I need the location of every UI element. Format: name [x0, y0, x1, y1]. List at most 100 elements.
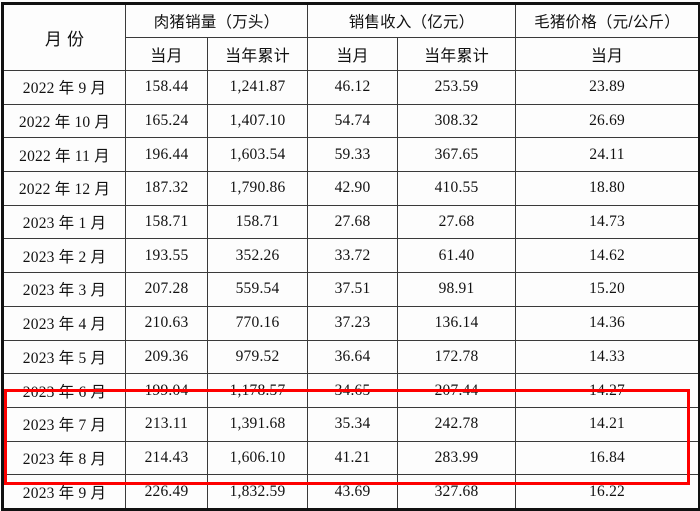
- cell-month: 2023 年 3 月: [2, 272, 126, 307]
- cell-volume-cumulative: 1,606.10: [206, 440, 309, 476]
- table-row: 2023 年 2 月 193.55 352.26 33.72 61.40 14.62: [2, 238, 700, 274]
- cell-revenue-cumulative: 61.40: [397, 238, 517, 274]
- cell-month: 2023 年 8 月: [2, 440, 126, 476]
- cell-price-month: 16.84: [515, 440, 700, 476]
- cell-volume-month: 213.11: [125, 406, 208, 442]
- cell-volume-cumulative: 1,832.59: [206, 474, 309, 510]
- cell-price-month: 15.20: [515, 272, 700, 307]
- table-row: 2022 年 9 月 158.44 1,241.87 46.12 253.59 23.89: [2, 70, 700, 105]
- cell-month: 2022 年 9 月: [2, 70, 126, 105]
- header-month: 月 份: [2, 3, 126, 71]
- cell-month: 2023 年 2 月: [2, 238, 126, 274]
- cell-revenue-cumulative: 283.99: [397, 440, 517, 476]
- table-header: 月 份 肉猪销量（万头） 销售收入（亿元） 毛猪价格（元/公斤） 当月 当年累计…: [2, 3, 700, 71]
- header-sub-revenue-month: 当月: [307, 37, 399, 71]
- cell-price-month: 14.33: [515, 339, 700, 375]
- cell-volume-month: 193.55: [125, 238, 208, 274]
- cell-revenue-cumulative: 242.78: [397, 406, 517, 442]
- cell-price-month: 14.36: [515, 305, 700, 341]
- cell-revenue-cumulative: 27.68: [397, 204, 517, 240]
- cell-revenue-month: 37.23: [307, 305, 399, 341]
- cell-revenue-month: 54.74: [307, 103, 399, 139]
- cell-month: 2023 年 5 月: [2, 339, 126, 375]
- cell-volume-month: 158.71: [125, 204, 208, 240]
- table-row: 2022 年 11 月 196.44 1,603.54 59.33 367.65 24.1…: [2, 137, 700, 173]
- table-row: 2023 年 6 月 199.04 1,178.57 34.65 207.44 14.27: [2, 373, 700, 408]
- cell-volume-cumulative: 559.54: [206, 272, 309, 307]
- cell-price-month: 14.27: [515, 373, 700, 408]
- header-sub-revenue-cumulative: 当年累计: [397, 37, 517, 71]
- cell-volume-month: 210.63: [125, 305, 208, 341]
- cell-price-month: 26.69: [515, 103, 700, 139]
- table-row: 2022 年 10 月 165.24 1,407.10 54.74 308.32 26.6…: [2, 103, 700, 139]
- header-group-hog-price-label: 毛猪价格（元/公斤）: [534, 14, 680, 31]
- cell-volume-cumulative: 1,241.87: [206, 70, 309, 105]
- cell-revenue-month: 46.12: [307, 70, 399, 105]
- cell-revenue-cumulative: 410.55: [397, 171, 517, 206]
- cell-revenue-cumulative: 136.14: [397, 305, 517, 341]
- cell-volume-cumulative: 1,603.54: [206, 137, 309, 173]
- cell-revenue-month: 36.64: [307, 339, 399, 375]
- cell-revenue-cumulative: 207.44: [397, 373, 517, 408]
- cell-revenue-month: 59.33: [307, 137, 399, 173]
- header-sub-volume-cumulative: 当年累计: [206, 37, 309, 71]
- cell-month: 2022 年 11 月: [2, 137, 126, 173]
- cell-volume-cumulative: 1,391.68: [206, 406, 309, 442]
- cell-revenue-month: 37.51: [307, 272, 399, 307]
- cell-volume-month: 209.36: [125, 339, 208, 375]
- cell-volume-cumulative: 352.26: [206, 238, 309, 274]
- cell-volume-cumulative: 979.52: [206, 339, 309, 375]
- header-group-sales-volume: 肉猪销量（万头）: [124, 3, 309, 38]
- header-sub-volume-month: 当月: [125, 37, 208, 71]
- cell-volume-month: 187.32: [125, 171, 208, 206]
- table-row: 2022 年 12 月 187.32 1,790.86 42.90 410.55 18.8…: [2, 171, 700, 206]
- cell-volume-cumulative: 158.71: [206, 204, 309, 240]
- cell-revenue-month: 34.65: [307, 373, 399, 408]
- cell-revenue-month: 43.69: [307, 474, 399, 510]
- cell-revenue-cumulative: 327.68: [397, 474, 517, 510]
- cell-revenue-cumulative: 98.91: [397, 272, 517, 307]
- table-row: 2023 年 1 月 158.71 158.71 27.68 27.68 14.73: [2, 204, 700, 240]
- header-row-groups: 月 份 肉猪销量（万头） 销售收入（亿元） 毛猪价格（元/公斤）: [2, 3, 700, 71]
- table-row: 2023 年 9 月 226.49 1,832.59 43.69 327.68 16.22: [2, 474, 700, 510]
- cell-revenue-cumulative: 253.59: [397, 70, 517, 105]
- cell-price-month: 14.62: [515, 238, 700, 274]
- table-row: 2023 年 8 月 214.43 1,606.10 41.21 283.99 16.84: [2, 440, 700, 476]
- cell-price-month: 24.11: [515, 137, 700, 173]
- cell-revenue-cumulative: 308.32: [397, 103, 517, 139]
- header-group-sales-revenue: 销售收入（亿元）: [307, 3, 517, 38]
- cell-volume-cumulative: 770.16: [206, 305, 309, 341]
- cell-month: 2023 年 1 月: [2, 204, 126, 240]
- cell-volume-month: 199.04: [125, 373, 208, 408]
- table-body: 2022 年 9 月 158.44 1,241.87 46.12 253.59 23.89…: [2, 70, 700, 510]
- table-row: 2023 年 3 月 207.28 559.54 37.51 98.91 15.20: [2, 272, 700, 307]
- cell-price-month: 16.22: [515, 474, 700, 510]
- cell-revenue-month: 35.34: [307, 406, 399, 442]
- cell-volume-month: 226.49: [125, 474, 208, 510]
- cell-price-month: 18.80: [515, 171, 700, 206]
- cell-price-month: 23.89: [515, 70, 700, 105]
- cell-month: 2022 年 10 月: [2, 103, 126, 139]
- cell-month: 2023 年 4 月: [2, 305, 126, 341]
- table-row: 2023 年 4 月 210.63 770.16 37.23 136.14 14.36: [2, 305, 700, 341]
- cell-revenue-cumulative: 172.78: [397, 339, 517, 375]
- header-sub-price-month: 当月: [515, 37, 700, 71]
- cell-revenue-month: 27.68: [307, 204, 399, 240]
- cell-volume-month: 165.24: [125, 103, 208, 139]
- cell-revenue-month: 33.72: [307, 238, 399, 274]
- cell-revenue-cumulative: 367.65: [397, 137, 517, 173]
- table-row: 2023 年 5 月 209.36 979.52 36.64 172.78 14.33: [2, 339, 700, 375]
- cell-price-month: 14.73: [515, 204, 700, 240]
- cell-price-month: 14.21: [515, 406, 700, 442]
- cell-volume-month: 158.44: [125, 70, 208, 105]
- table-row: 2023 年 7 月 213.11 1,391.68 35.34 242.78 14.21: [2, 406, 700, 442]
- cell-month: 2023 年 9 月: [2, 474, 126, 510]
- cell-revenue-month: 42.90: [307, 171, 399, 206]
- cell-month: 2023 年 7 月: [2, 406, 126, 442]
- header-row-sub: 当月 当年累计 当月 当年累计 当月: [3, 37, 700, 71]
- cell-volume-month: 214.43: [125, 440, 208, 476]
- cell-volume-month: 207.28: [125, 272, 208, 307]
- header-group-hog-price: 毛猪价格（元/公斤）: [515, 3, 700, 38]
